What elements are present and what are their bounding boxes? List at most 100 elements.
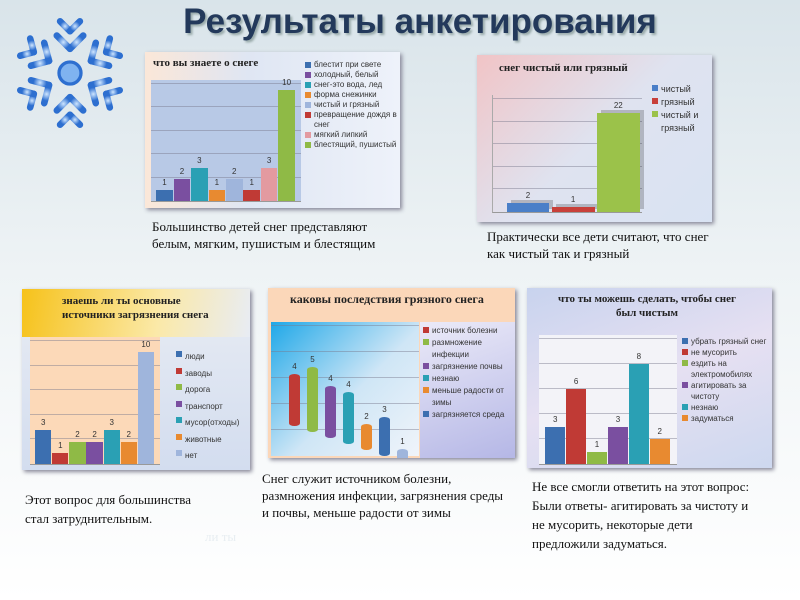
legend-label: форма снежинки [314,90,377,99]
legend-label: транспорт [185,401,223,411]
bar [191,167,208,201]
data-label: 2 [126,429,131,439]
legend-swatch [305,142,311,148]
caption-1: Большинство детей снег представляют белы… [152,219,376,251]
gridline [493,120,642,122]
legend-item: чистый и грязный [305,100,400,110]
chart-pollution-sources: знаешь ли ты основные источники загрязне… [22,289,250,470]
legend-swatch [176,450,182,456]
data-label: 3 [552,414,558,424]
legend-item: животные [176,432,250,449]
bar [325,386,336,438]
legend-swatch [682,404,688,410]
legend-label: холодный, белый [314,70,379,79]
bar [35,430,52,464]
slide-title: Результаты анкетирования [183,2,657,41]
data-label: 5 [310,355,315,364]
gridline [271,377,419,378]
legend-item: транспорт [176,399,250,416]
legend-item: источник болезни [423,325,512,337]
legend-swatch [305,92,311,98]
bar [260,167,278,201]
legend-swatch [682,349,688,355]
legend: блестит при свете холодный, белый снег-это… [305,60,400,150]
legend-swatch [176,433,182,440]
data-label: 2 [232,166,237,176]
legend-item: задуматься [682,413,772,424]
gridline [493,143,642,145]
data-label: 1 [162,177,167,187]
chart-dirty-snow-consequences: каковы последствия грязного снега 4 5 4 4 2 3… [268,288,515,458]
bar [289,374,300,426]
legend-label: агитировать за чистоту [691,381,747,401]
data-label: 1 [400,437,405,446]
legend-swatch [176,417,182,423]
data-label: 3 [41,418,46,428]
bar [103,430,120,464]
gridline [539,388,677,389]
chart-title: снег чистый или грязный [499,62,628,74]
chart-title: что вы знаете о снеге [153,57,259,69]
data-label: 2 [525,190,531,200]
bar [608,426,628,464]
data-label: 1 [214,177,220,187]
legend-swatch [682,382,688,388]
snowflake-icon [4,10,136,142]
legend-label: ездить на электромобилях [691,359,753,379]
legend-label: люди [185,352,205,361]
legend-swatch [176,400,182,407]
data-label: 1 [594,439,600,449]
caption-5: Не все смогли ответить на этот вопрос: Б… [532,479,750,551]
legend-swatch [305,112,311,118]
caption-2: Практически все дети считают, что снег к… [487,229,709,261]
data-label: 3 [382,405,387,414]
legend-item: не мусорить [682,347,772,358]
bar [628,364,649,464]
legend-item: заводы [176,366,250,383]
data-label: 4 [328,374,333,383]
legend-label: блестит при свете [314,60,382,69]
plot-area: 2 1 22 [492,95,642,213]
gridline [30,364,160,366]
legend-item: дорога [176,382,250,399]
data-label: 2 [179,166,185,176]
legend-label: убрать грязный снег [691,337,767,346]
bar [343,392,354,444]
bar [52,452,69,464]
bar [587,451,607,464]
legend-swatch [305,72,311,78]
bar [361,424,372,450]
bar [173,178,191,201]
legend-label: грязный [661,97,695,107]
legend-swatch [176,367,182,374]
data-label: 10 [282,77,292,87]
chart-title: каковы последствия грязного снега [290,292,484,306]
bar [226,178,243,201]
legend-label: снег-это вода, лед [314,80,383,89]
chart-clean-or-dirty: снег чистый или грязный 2 1 22 чистый грязн… [477,55,712,222]
legend-item: мягкий липкий [305,130,400,140]
bar [307,367,318,432]
legend-swatch [176,351,182,357]
legend: люди заводы дорога транспорт мусор(отходы) жи… [176,349,250,465]
legend-swatch [305,132,311,138]
legend-item: грязный [652,96,710,109]
chart-snow-knowledge: что вы знаете о снеге 1 2 3 1 2 1 3 10 блестит … [145,52,400,208]
legend-item: меньше радости от зимы [423,385,512,409]
legend-item: загрязняется среда [423,409,512,421]
plot-area: 3 6 1 3 8 2 [539,335,677,465]
data-label: 1 [249,177,254,187]
legend-label: блестящий, пушистый [314,140,397,149]
bar [278,89,295,201]
legend-label: животные [185,434,222,444]
data-label: 3 [266,155,272,165]
legend-label: задуматься [691,414,734,423]
caption-4: Снег служит источником болезни, размноже… [262,471,504,520]
legend-item: холодный, белый [305,70,400,80]
data-label: 3 [109,418,114,428]
bar [69,441,86,464]
legend-label: незнаю [432,374,460,383]
bar [596,112,640,212]
legend-label: чистый [661,84,691,94]
bar [566,389,587,464]
